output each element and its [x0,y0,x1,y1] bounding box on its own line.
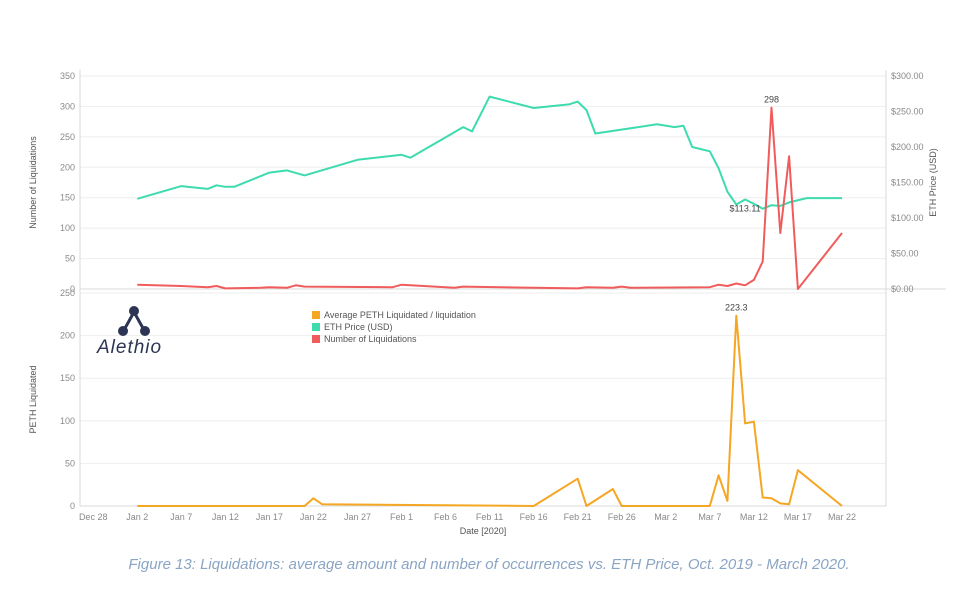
legend-entry-label: ETH Price (USD) [324,322,393,332]
x-tick-label: Feb 6 [434,512,457,522]
data-label: 298 [764,95,779,105]
x-tick-label: Feb 21 [564,512,592,522]
x-tick-label: Mar 2 [654,512,677,522]
y-left-tick-label: 300 [60,101,75,111]
x-tick-label: Dec 28 [79,512,108,522]
y-left-tick-label: 350 [60,71,75,81]
y-right-tick-label: $100.00 [891,213,924,223]
x-tick-label: Mar 17 [784,512,812,522]
legend-swatch [312,311,320,319]
y-left-tick-label: 50 [65,458,75,468]
x-tick-label: Mar 7 [698,512,721,522]
figure-caption: Figure 13: Liquidations: average amount … [128,556,850,573]
y-left-axis-title: Number of Liquidations [28,136,38,229]
y-right-tick-label: $200.00 [891,142,924,152]
x-tick-label: Feb 16 [520,512,548,522]
text-layer: Dec 28 Jan 2 Jan 7 Jan 12 Jan 17 Jan 22 Jan 27… [28,71,938,536]
y-left-tick-label: 50 [65,254,75,264]
x-tick-label: Jan 12 [212,512,239,522]
legend: Average PETH Liquidated / liquidation ETH… [312,310,476,344]
y-left-tick-label: 250 [60,132,75,142]
y-left-tick-label: 0 [70,501,75,511]
y-right-tick-label: $50.00 [891,249,919,259]
y-left-tick-label: 0 [70,284,75,294]
legend-swatch [312,323,320,331]
y-left-tick-label: 100 [60,223,75,233]
y-left-tick-label: 150 [60,193,75,203]
y-left-tick-label: 100 [60,416,75,426]
y-left-axis-title: PETH Liquidated [28,365,38,433]
y-left-tick-label: 200 [60,162,75,172]
x-tick-label: Jan 17 [256,512,283,522]
x-tick-label: Mar 22 [828,512,856,522]
x-tick-label: Feb 1 [390,512,413,522]
x-tick-label: Feb 11 [476,512,503,522]
x-tick-label: Jan 22 [300,512,327,522]
x-tick-label: Jan 27 [344,512,371,522]
grid-layer [80,75,886,464]
x-tick-label: Jan 7 [170,512,192,522]
y-right-tick-label: $300.00 [891,71,924,81]
x-tick-label: Jan 2 [126,512,148,522]
logo-text: Alethio [97,337,163,358]
data-label: 223.3 [725,303,748,313]
legend-swatch [312,335,320,343]
x-tick-label: Feb 26 [608,512,636,522]
data-label: $113.11 [729,204,760,214]
y-left-tick-label: 150 [60,373,75,383]
x-axis-title: Date [2020] [460,526,507,536]
y-right-tick-label: $250.00 [891,107,924,117]
y-right-tick-label: $0.00 [891,284,914,294]
series-line-number-of-liquidations [137,106,843,290]
y-right-tick-label: $150.00 [891,178,924,188]
alethio-logo-icon [118,306,150,336]
series-line-eth-price-usd [137,95,842,210]
y-left-tick-label: 250 [60,288,75,298]
series-line-average-peth-liquidated-liquidation [137,314,843,507]
legend-entry-label: Number of Liquidations [324,334,417,344]
x-tick-label: Mar 12 [740,512,768,522]
legend-entry-label: Average PETH Liquidated / liquidation [324,310,476,320]
series-layer [137,95,843,507]
y-right-axis-title: ETH Price (USD) [928,148,938,217]
y-left-tick-label: 200 [60,331,75,341]
